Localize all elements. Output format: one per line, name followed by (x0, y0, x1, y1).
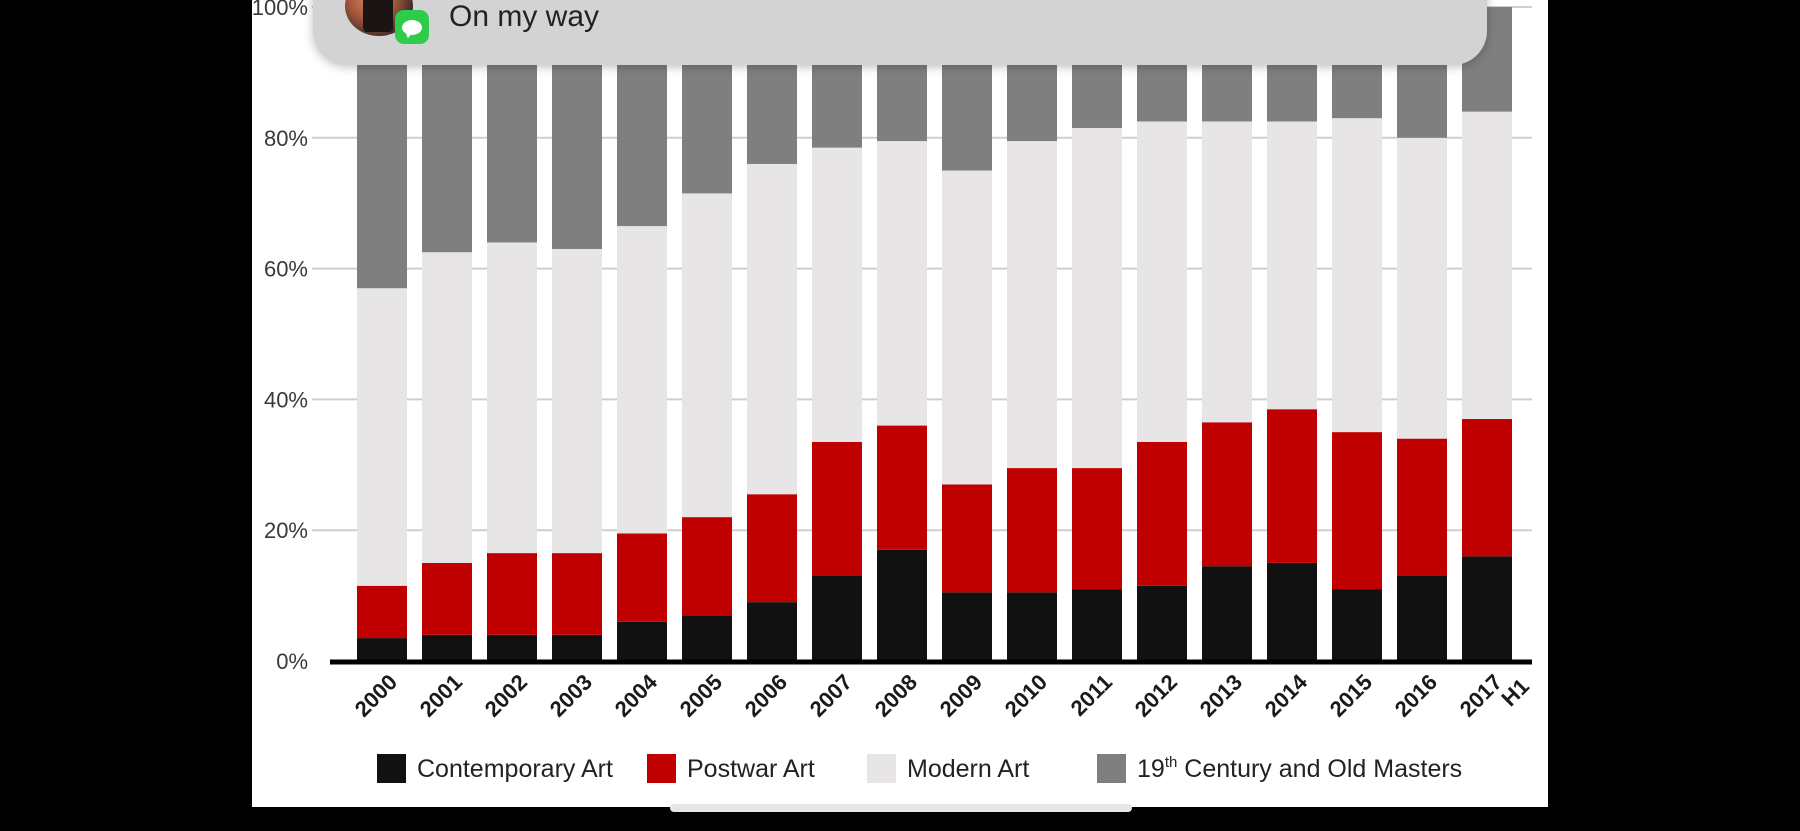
bar-segment (812, 147, 862, 442)
bar-segment (357, 585, 407, 639)
bar-segment (1332, 589, 1382, 661)
legend-label: Postwar Art (687, 755, 815, 783)
bar-segment (747, 602, 797, 661)
bar-segment (942, 170, 992, 485)
bar-segment (1007, 141, 1057, 469)
bar-segment (1267, 409, 1317, 563)
bar-segment (1072, 589, 1122, 661)
bar-segment (617, 621, 667, 661)
home-indicator[interactable] (670, 804, 1132, 812)
bar-segment (1007, 592, 1057, 661)
x-tick-label: 2005 (675, 669, 727, 721)
bar-segment (1397, 575, 1447, 661)
bar-segment (682, 193, 732, 518)
bar-segment (682, 615, 732, 661)
bar-segment (1267, 562, 1317, 661)
bar-segment (1332, 118, 1382, 433)
bar-segment (1397, 137, 1447, 439)
x-tick-label: 2002 (480, 669, 532, 721)
bar-segment (487, 242, 537, 554)
bar-segment (942, 592, 992, 661)
legend-swatch (377, 754, 406, 783)
y-tick-label: 0% (276, 649, 308, 674)
y-tick-label: 100% (252, 0, 308, 20)
bar-segment (1462, 556, 1512, 661)
legend-swatch (1097, 754, 1126, 783)
legend-swatch (867, 754, 896, 783)
x-tick-label: 2010 (1000, 669, 1052, 721)
chart-panel: 0% 20% 40% 60% 80% 100% 2000 2001 2002 2003 2004 2… (252, 0, 1548, 807)
x-tick-label: 2013 (1195, 669, 1247, 721)
legend-label: Modern Art (907, 755, 1029, 783)
bar-segment (1202, 422, 1252, 567)
bar-segment (1137, 121, 1187, 442)
bar-segment (422, 252, 472, 563)
bar-segment (1332, 432, 1382, 590)
x-tick-label: 2006 (740, 669, 792, 721)
bar-segment (812, 441, 862, 576)
bar-segment (1007, 468, 1057, 593)
bar-segment (877, 141, 927, 426)
bar-segment (812, 575, 862, 661)
x-tick-label: 2007 (805, 669, 857, 721)
bar-segment (552, 634, 602, 661)
bar-segment (877, 425, 927, 550)
bar-segment (1072, 468, 1122, 590)
y-tick-label: 80% (264, 126, 308, 151)
x-tick-label: 2003 (545, 669, 597, 721)
bar-segment (747, 494, 797, 603)
y-tick-label: 40% (264, 387, 308, 412)
bar-segment (682, 517, 732, 616)
bar-segment (617, 533, 667, 622)
bar-segment (877, 549, 927, 661)
bar-segment (357, 638, 407, 661)
bar-segment (552, 553, 602, 635)
bar-segment (552, 248, 602, 554)
notification-message: On my way (449, 0, 600, 33)
bar-segment (1137, 441, 1187, 586)
x-tick-label: 2014 (1260, 669, 1313, 722)
messages-icon (395, 10, 429, 44)
bar-segment (942, 484, 992, 593)
x-tick-label: 2008 (870, 669, 922, 721)
bar-segment (422, 562, 472, 635)
bar-segment (1072, 127, 1122, 469)
bar-segment (1137, 585, 1187, 661)
y-tick-label: 20% (264, 518, 308, 543)
y-tick-label: 60% (264, 257, 308, 282)
bar-segment (747, 163, 797, 495)
x-tick-label: 2011 (1066, 669, 1117, 720)
bar-segment (487, 553, 537, 635)
x-tick-label: 2012 (1130, 669, 1182, 721)
x-tick-label: 2004 (610, 669, 663, 722)
legend-swatch (647, 754, 676, 783)
bar-segment (1267, 121, 1317, 410)
bar-segment (487, 634, 537, 661)
bar-segment (1462, 419, 1512, 557)
legend-label: 19th Century and Old Masters (1137, 754, 1462, 783)
bar-segment (357, 288, 407, 586)
x-tick-label: 2000 (350, 669, 402, 721)
x-tick-label: 2001 (415, 669, 467, 721)
x-tick-label: 2015 (1325, 669, 1377, 721)
bar-segment (1202, 121, 1252, 423)
stacked-bar-chart: 0%20%40%60%80%100% 2000 2001 2002 2003 2004 2… (252, 0, 1534, 783)
x-tick-label: 2009 (935, 669, 987, 721)
message-notification-banner[interactable]: On my way (313, 0, 1487, 65)
bar-segment (617, 226, 667, 534)
bar-segment (1397, 438, 1447, 576)
bar-segment (1202, 566, 1252, 661)
legend-label: Contemporary Art (417, 755, 613, 783)
bar-segment (422, 634, 472, 661)
x-tick-label: 2016 (1390, 669, 1442, 721)
bar-segment (1462, 111, 1512, 420)
x-tick-label: 2017H1 (1455, 658, 1534, 737)
